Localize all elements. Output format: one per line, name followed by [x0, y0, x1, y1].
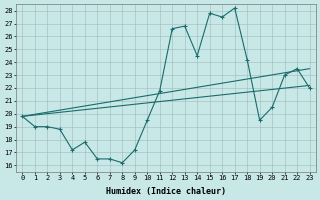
X-axis label: Humidex (Indice chaleur): Humidex (Indice chaleur) — [106, 187, 226, 196]
